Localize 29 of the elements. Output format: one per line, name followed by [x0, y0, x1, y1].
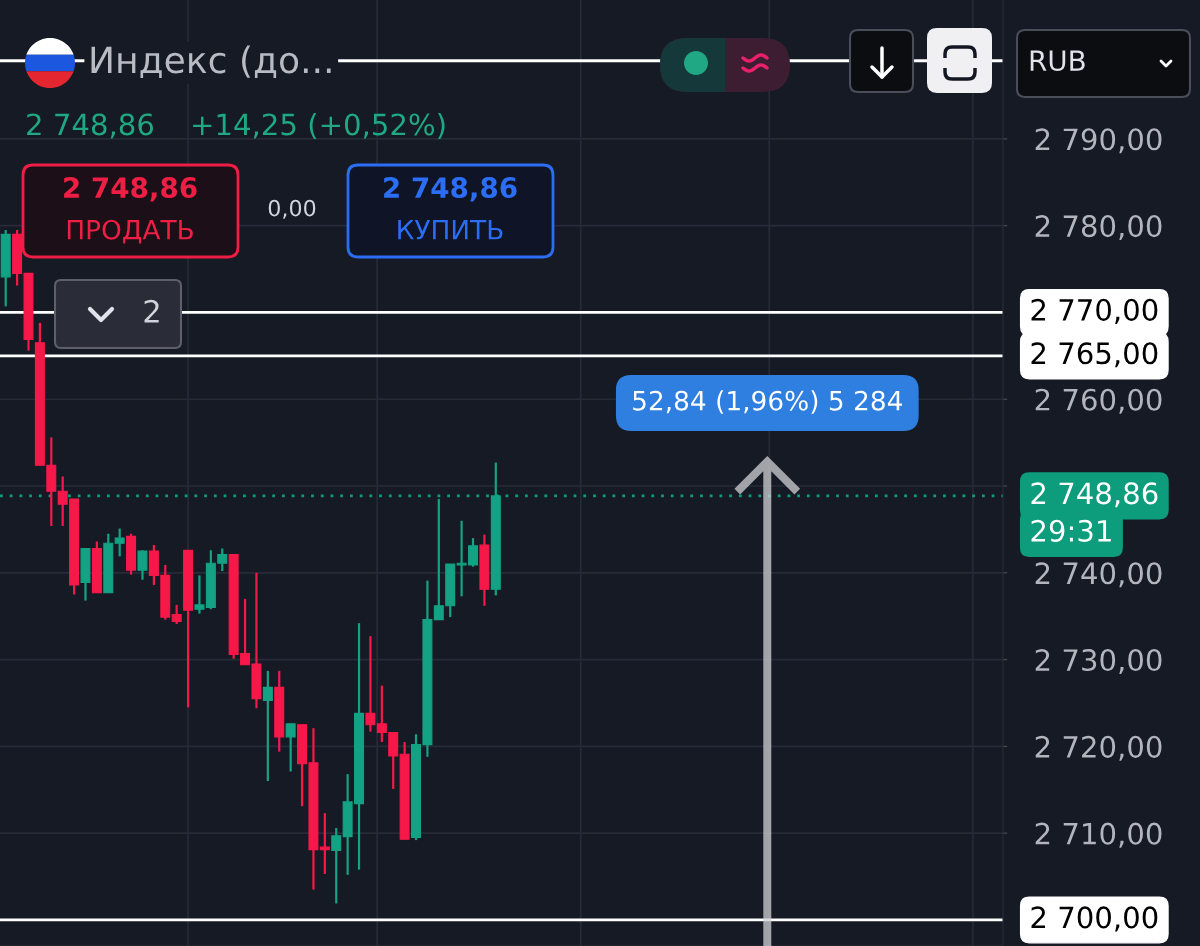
text: 29:31	[1031, 519, 1111, 542]
y-tick-label: 2 730,00	[1035, 649, 1162, 675]
annotation: 2 748,86	[384, 177, 517, 202]
annotation: 2	[144, 299, 159, 323]
y-tick-label: 2 720,00	[1035, 735, 1162, 761]
annotation: 52,84 (1,96%) 5 284	[633, 390, 902, 414]
y-tick-label: 2 710,00	[1035, 822, 1162, 848]
candlestick	[171, 603, 182, 626]
candlestick	[262, 669, 273, 783]
y-tick-label: 2 780,00	[1035, 215, 1162, 241]
annotation: 2 748,86	[64, 177, 197, 202]
annotation: КУПИТЬ	[398, 220, 503, 240]
text: Индекс (до...	[91, 45, 331, 78]
y-tick-label: 2 740,00	[1035, 562, 1162, 588]
y-tick-label: 2 790,00	[1035, 128, 1162, 154]
ref-line-label: 2 748,86	[1031, 482, 1158, 508]
candlestick	[331, 826, 342, 905]
y-tick-label: 2 760,00	[1035, 388, 1162, 414]
candlestick	[137, 549, 148, 581]
text: RUB	[1030, 50, 1085, 72]
annotation: ПРОДАТЬ	[67, 219, 193, 244]
candlestick	[285, 722, 296, 773]
annotation: 0,00	[268, 199, 316, 219]
annotation: 2 748,86	[27, 113, 154, 139]
ref-line-label: 2 700,00	[1031, 906, 1158, 932]
candlestick	[114, 527, 125, 558]
ref-line-label: 2 770,00	[1031, 298, 1158, 324]
annotation: +14,25 (+0,52%)	[193, 112, 445, 139]
ref-line-label: 2 765,00	[1031, 342, 1158, 368]
